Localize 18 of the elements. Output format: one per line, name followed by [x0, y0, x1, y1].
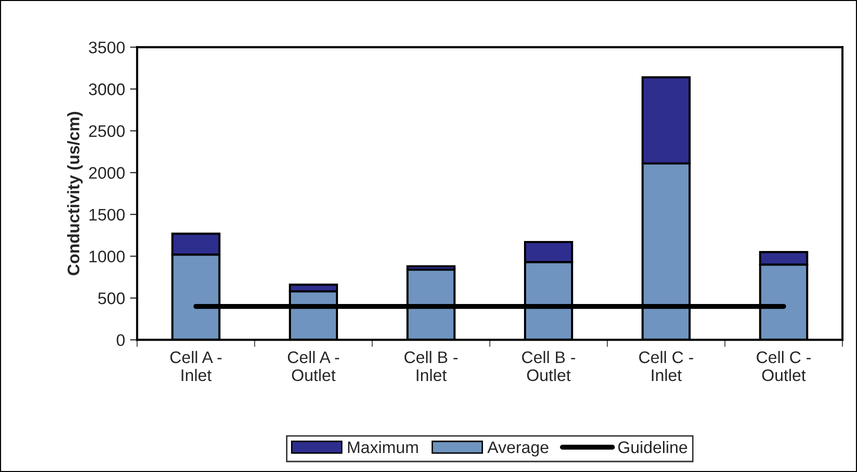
legend-label: Average — [487, 442, 548, 456]
x-tick-label: Cell A - Outlet — [288, 350, 340, 382]
y-tick-label: 500 — [98, 292, 125, 304]
legend-label: Maximum — [348, 440, 418, 454]
y-tick-label: 3000 — [88, 83, 125, 96]
y-tick-label: 0 — [116, 334, 125, 346]
x-tick-label: Cell A - Inlet — [170, 350, 222, 382]
x-tick-label: Cell B - Outlet — [522, 350, 576, 382]
y-tick-label: 1500 — [90, 208, 125, 221]
y-tick-label: 2500 — [89, 125, 125, 138]
x-tick-label: Cell C - Outlet — [756, 350, 811, 382]
y-tick-label: 2000 — [89, 167, 125, 179]
legend-label: Guideline — [618, 440, 688, 454]
y-tick-label: 3500 — [88, 42, 125, 54]
x-tick-label: Cell B - Inlet — [404, 350, 458, 382]
x-tick-label: Cell C - Inlet — [639, 350, 694, 382]
y-axis-title: Conductivity (us/cm) — [67, 112, 83, 276]
y-tick-label: 1000 — [90, 250, 125, 262]
